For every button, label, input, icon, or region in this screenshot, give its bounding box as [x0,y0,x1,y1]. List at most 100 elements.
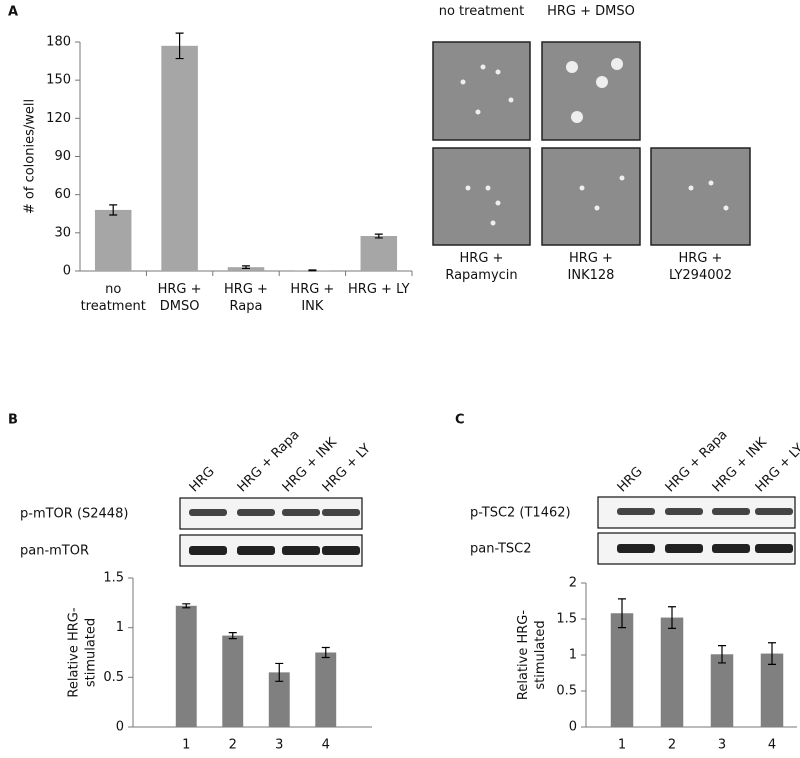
colony [723,205,729,211]
y-tick-label: 60 [54,187,71,202]
x-tick-label-box: HRG + Rapa [224,282,268,314]
y-tick-label: 2 [569,576,577,591]
y-axis-label-box: Relative HRG-stimulated [66,607,98,698]
blot-band [665,544,703,553]
y-tick-label: 150 [46,73,71,88]
x-tick-label: HRG + Rapa [224,282,268,314]
x-tick-label: 4 [322,738,330,753]
blot-band [282,546,320,555]
micrograph-caption-box: HRG + DMSO [547,4,635,19]
micrograph-caption: HRG + INK128 [567,251,615,283]
error-bar [718,645,726,664]
blot-band [665,508,703,515]
bar [315,652,337,727]
blot-band [189,509,227,516]
bar [222,635,244,727]
y-tick-label: 90 [54,149,71,164]
colony [619,175,625,181]
colony [571,111,583,123]
y-tick-label: 0 [116,720,124,735]
micrograph-caption: no treatment [438,4,525,19]
colony [566,61,578,73]
error-bar [321,646,330,659]
micrograph-caption-box: HRG + Rapamycin [445,251,518,283]
panel-label: B [8,413,18,428]
x-tick-label: HRG + LY [348,282,410,297]
blot-band [755,544,793,553]
bar [710,654,734,727]
blot-band [712,544,750,553]
micrograph [541,147,641,246]
y-axis-label-box: Relative HRG-stimulated [516,609,548,701]
micrograph-caption: HRG + Rapamycin [445,251,518,283]
y-tick-label: 30 [54,225,71,240]
colony [460,79,466,85]
x-tick-label: HRG + INK [290,282,335,314]
x-tick-label: 3 [275,738,283,753]
error-bar [618,598,626,629]
micrograph [432,41,531,141]
colony [688,185,694,191]
y-tick-label: 1.5 [556,612,577,627]
error-bar [768,642,776,665]
colony [495,69,501,75]
error-bar [242,265,250,270]
bar [760,653,784,727]
micrograph-caption-box: no treatment [438,4,525,19]
bar [94,209,132,271]
blot-band [189,546,227,555]
micrograph-caption: HRG + DMSO [547,4,635,19]
error-bar [109,204,118,216]
bar [227,267,265,271]
blot-band [617,544,655,553]
micrograph-caption: HRG + LY294002 [668,251,733,283]
micrograph [541,41,641,141]
colony [708,180,714,186]
colony [594,205,600,211]
micrograph [432,147,531,246]
micrograph [650,147,751,246]
blot-band [322,546,360,555]
blot-band [712,508,750,515]
lane-label: HRG [615,464,646,495]
error-bar [182,603,191,609]
y-tick-label: 120 [46,111,71,126]
blot-band [617,508,655,515]
blot-row-label: p-mTOR (S2448) [20,507,128,522]
x-tick-label: 1 [182,738,190,753]
x-tick-label-box: no treatment [80,282,146,314]
y-tick-label: 0 [569,720,577,735]
bar [268,672,290,727]
y-tick-label: 1 [116,620,124,635]
y-tick-label: 0 [63,264,71,279]
error-bar [275,662,284,682]
y-tick-label: 0.5 [103,670,124,685]
bar [610,613,634,727]
error-bar [228,632,237,640]
bar [660,617,684,727]
colony [480,64,486,70]
error-bar [668,606,676,629]
y-axis-label: Relative HRG-stimulated [66,607,98,698]
x-tick-label-box: HRG + INK [290,282,335,314]
panel-label: A [8,5,18,20]
micrograph-caption-box: HRG + INK128 [567,251,615,283]
blot-row-label: p-TSC2 (T1462) [470,506,571,521]
x-tick-label: 3 [718,738,726,753]
blot-row-label: pan-mTOR [20,544,89,559]
x-tick-label: HRG + DMSO [157,282,202,314]
x-tick-label: no treatment [80,282,146,314]
x-tick-label: 2 [668,738,676,753]
bar [161,45,198,271]
x-tick-label: 1 [618,738,626,753]
error-bar [374,233,383,239]
y-tick-label: 1.5 [103,571,124,586]
blot-band [322,509,360,516]
panel-label: C [455,413,465,428]
colony [490,220,496,226]
y-axis-label: Relative HRG-stimulated [516,609,548,701]
x-tick-label-box: HRG + DMSO [157,282,202,314]
blot-band [237,509,275,516]
